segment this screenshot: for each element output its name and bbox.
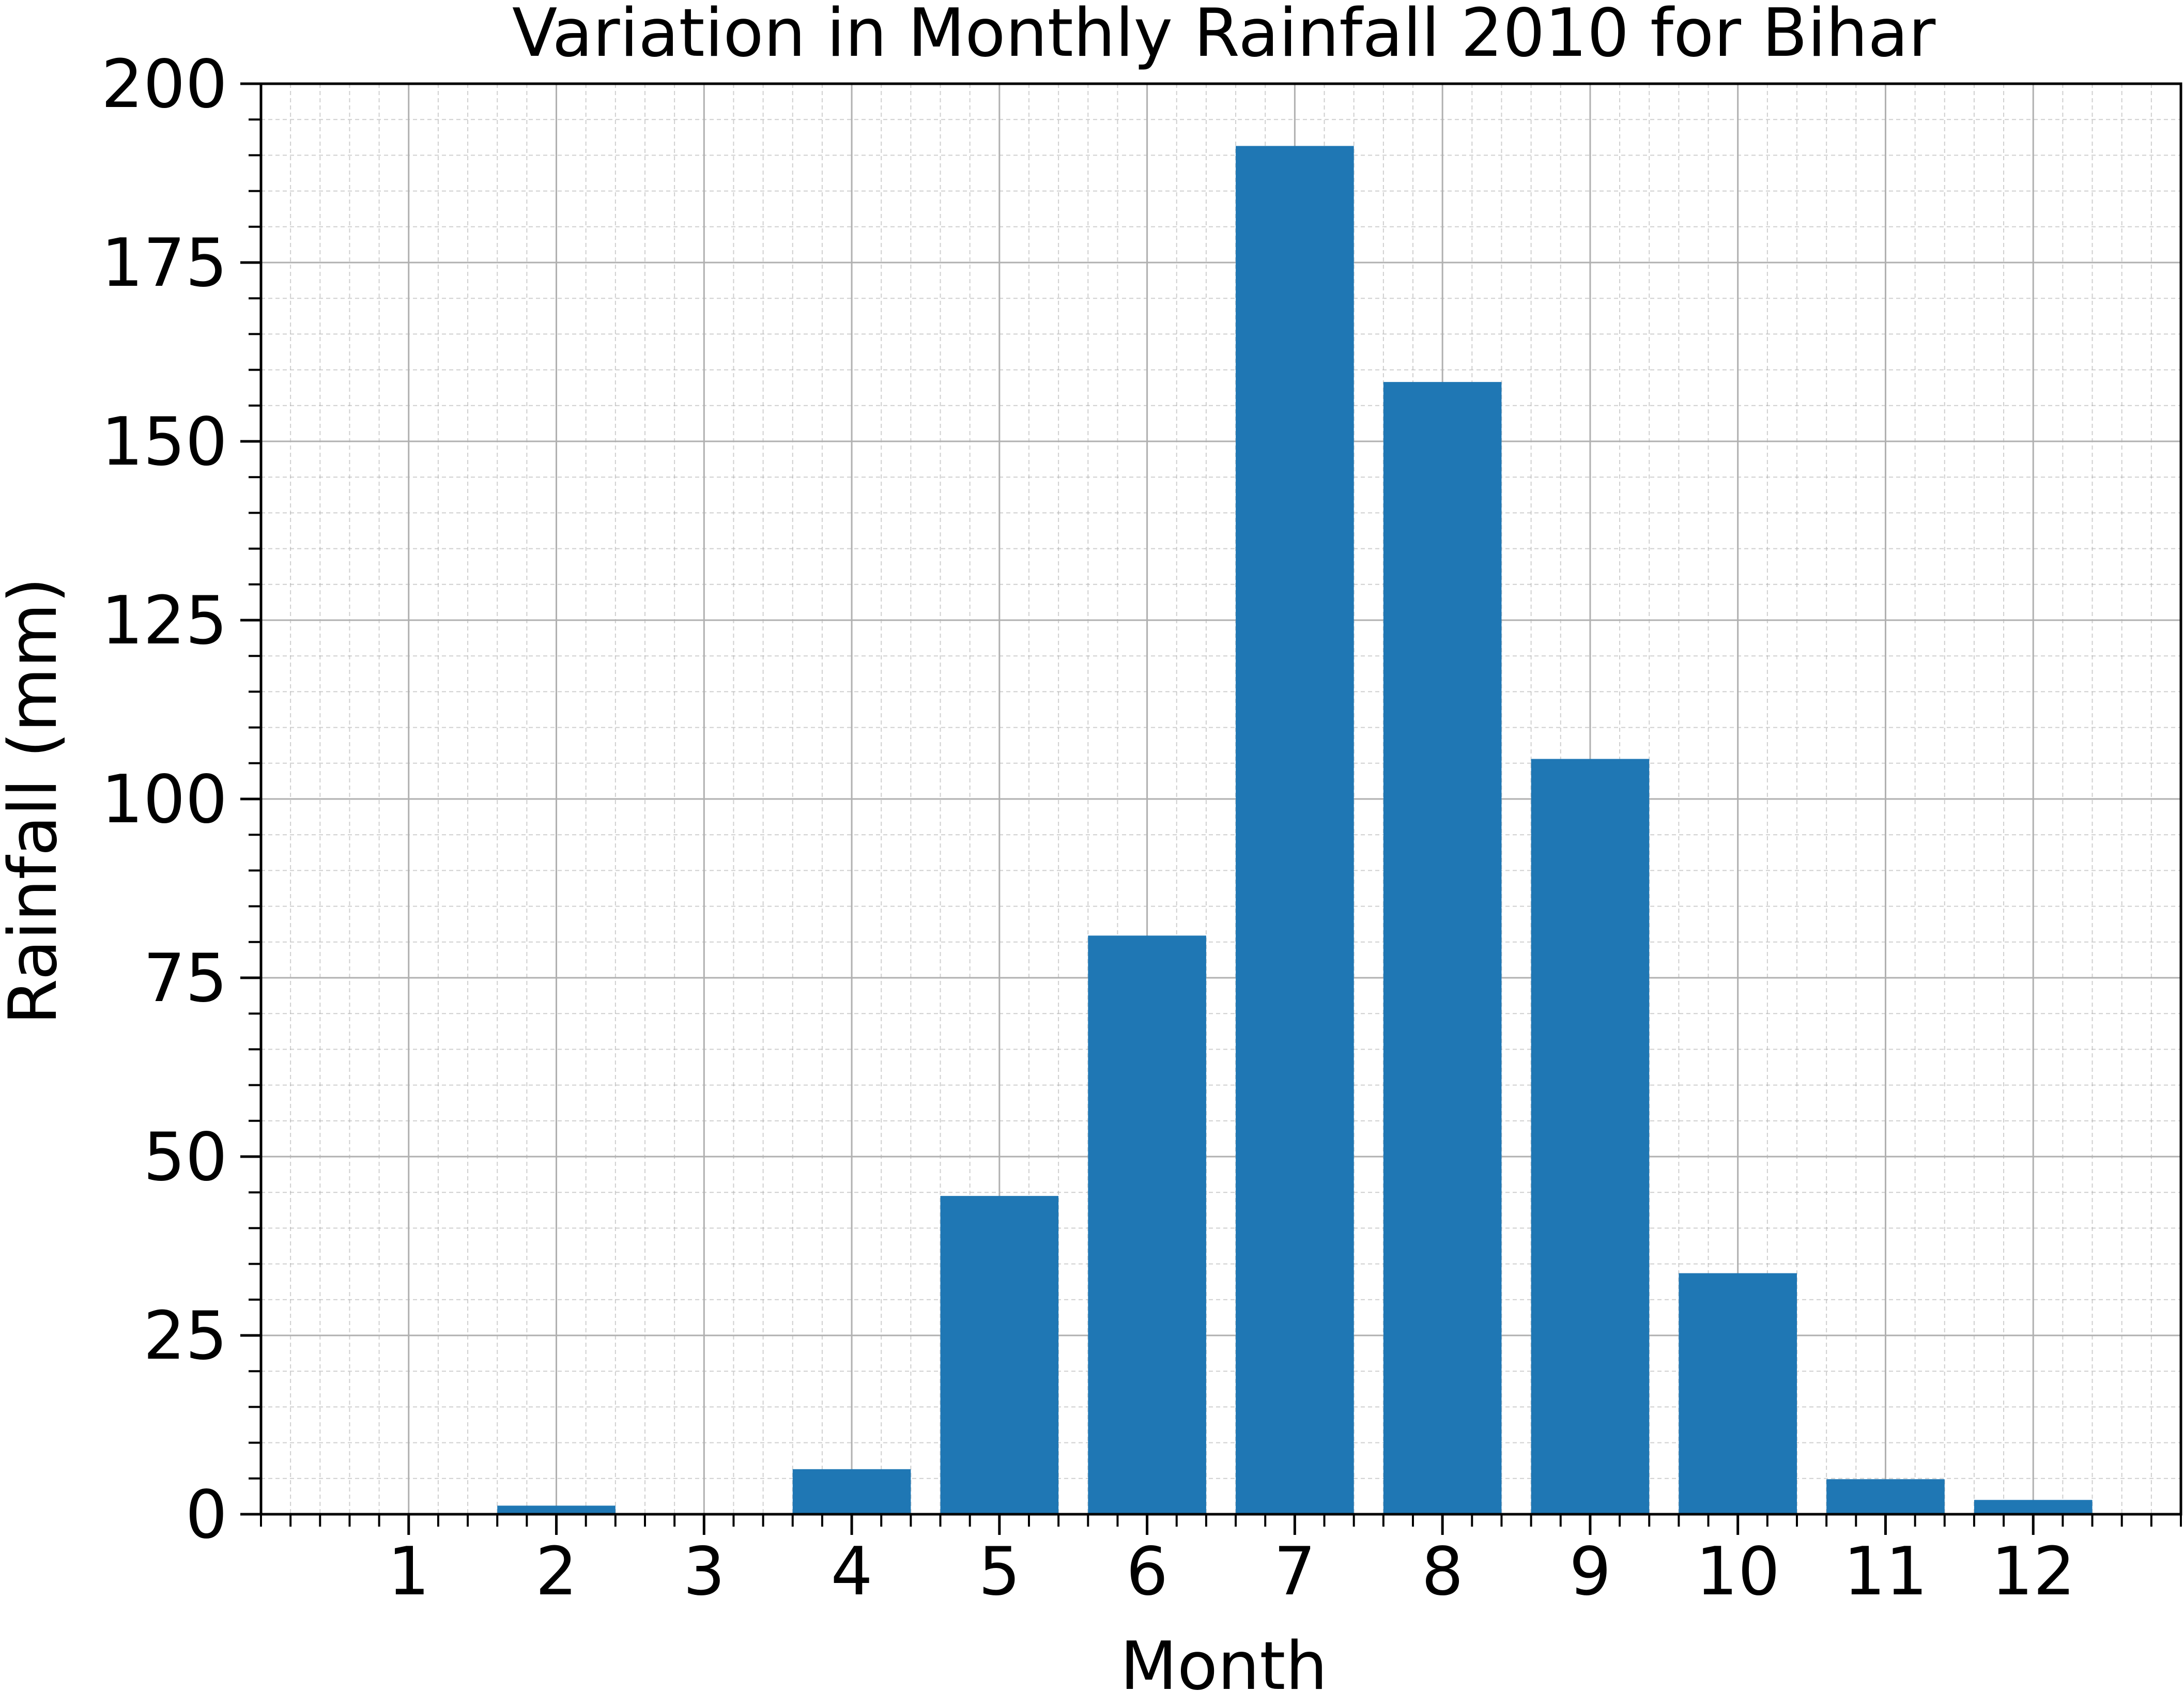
x-tick-label: 4 [830, 1533, 872, 1610]
bar-month-12 [1974, 1500, 2093, 1514]
bar-month-7 [1236, 146, 1354, 1515]
bar-month-5 [940, 1196, 1059, 1514]
bar-month-11 [1826, 1479, 1945, 1514]
x-tick-label: 6 [1126, 1533, 1168, 1610]
x-tick-label: 2 [535, 1533, 577, 1610]
x-tick-label: 3 [683, 1533, 725, 1610]
major-grid [261, 83, 2181, 1515]
y-tick-label: 100 [101, 761, 227, 838]
x-tick-label: 9 [1569, 1533, 1611, 1610]
x-tick-label: 7 [1274, 1533, 1316, 1610]
y-axis-label: Rainfall (mm) [0, 577, 72, 1025]
y-tick-label: 50 [143, 1119, 227, 1196]
bar-month-2 [497, 1505, 616, 1514]
y-tick-label: 75 [143, 940, 227, 1017]
x-tick-label: 1 [388, 1533, 429, 1610]
bar-month-8 [1383, 382, 1502, 1515]
y-tick-label: 175 [101, 225, 227, 302]
bar-month-4 [792, 1469, 911, 1514]
y-tick-label: 125 [101, 582, 227, 659]
x-tick-label: 10 [1696, 1533, 1780, 1610]
y-tick-label: 150 [101, 404, 227, 481]
x-tick-label: 5 [978, 1533, 1020, 1610]
bar-month-9 [1531, 759, 1650, 1514]
x-tick-label: 11 [1843, 1533, 1928, 1610]
y-tick-label: 25 [143, 1298, 227, 1375]
bars [497, 146, 2093, 1515]
x-tick-label: 8 [1421, 1533, 1463, 1610]
y-tick-label: 200 [101, 46, 227, 123]
bar-month-6 [1088, 935, 1206, 1514]
chart-title: Variation in Monthly Rainfall 2010 for B… [512, 0, 1936, 72]
bar-month-10 [1679, 1273, 1797, 1514]
x-axis-label: Month [1120, 1628, 1327, 1705]
x-tick-label: 12 [1991, 1533, 2075, 1610]
y-tick-labels: 0 25 50 75 100 125 150 175 200 [101, 46, 227, 1554]
x-tick-labels: 1 2 3 4 5 6 7 8 9 10 11 12 [388, 1533, 2075, 1610]
axis-ticks [240, 82, 2182, 1535]
y-tick-label: 0 [186, 1477, 227, 1554]
